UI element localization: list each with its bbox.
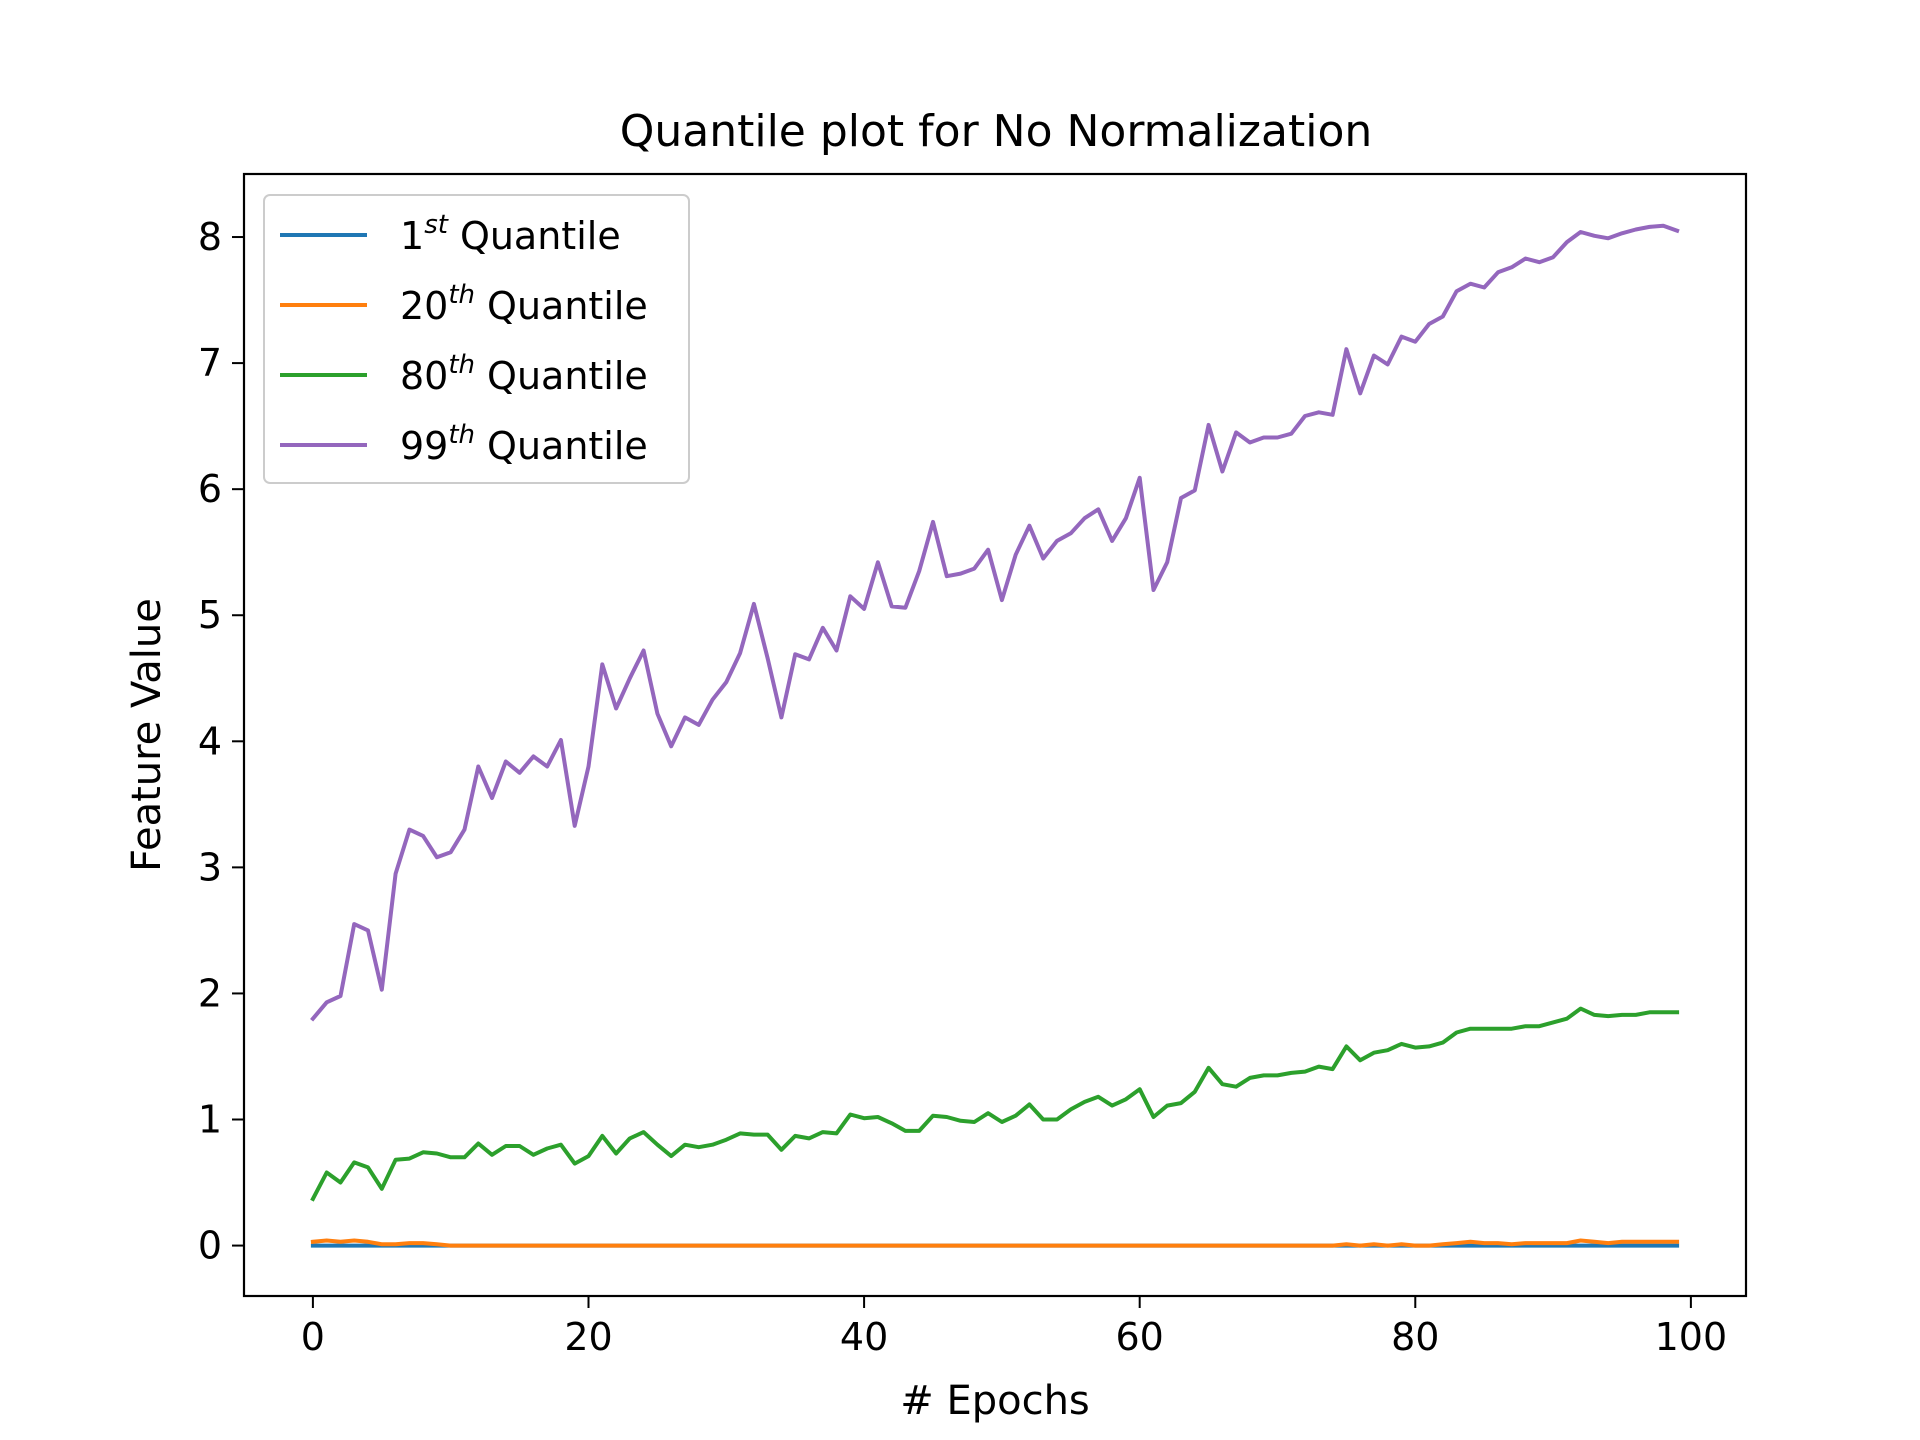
axis-layer: 0 20 40 60 80 100 0 1 2 3 4 5 6 7 8 xyxy=(198,215,1727,1359)
y-tick-label: 8 xyxy=(198,215,222,259)
series-line-3 xyxy=(310,223,1680,1022)
legend-label: 99th Quantile xyxy=(400,420,648,468)
series-line-2 xyxy=(310,1006,1680,1202)
legend-label-number: 1 xyxy=(400,214,424,258)
x-tick-label: 60 xyxy=(1116,1315,1164,1359)
y-tick-label: 3 xyxy=(198,845,222,889)
plot-frame xyxy=(242,172,1748,1298)
legend-label-suffix: th xyxy=(448,350,475,380)
legend-label: 80th Quantile xyxy=(400,350,648,398)
series-line-1 xyxy=(310,1238,1680,1248)
legend-label-text: Quantile xyxy=(487,424,648,468)
x-axis-label: # Epochs xyxy=(900,1378,1090,1424)
y-tick-label: 4 xyxy=(198,719,222,763)
series-layer xyxy=(310,223,1680,1248)
y-axis-label: Feature Value xyxy=(124,598,170,872)
legend-label-text: Quantile xyxy=(487,354,648,398)
x-tick-label: 40 xyxy=(840,1315,888,1359)
legend-label: 1st Quantile xyxy=(400,210,621,258)
legend-label-suffix: th xyxy=(448,420,475,450)
y-tick-label: 7 xyxy=(198,341,222,385)
legend-label-number: 80 xyxy=(400,354,448,398)
legend-label-suffix: th xyxy=(448,280,475,310)
y-tick-label: 6 xyxy=(198,467,222,511)
legend-label-text: Quantile xyxy=(460,214,621,258)
legend-label-text: Quantile xyxy=(487,284,648,328)
x-tick-label: 80 xyxy=(1391,1315,1439,1359)
legend-label: 20th Quantile xyxy=(400,280,648,328)
x-tick-label: 0 xyxy=(301,1315,325,1359)
y-tick-label: 0 xyxy=(198,1224,222,1268)
chart-title: Quantile plot for No Normalization xyxy=(620,106,1373,157)
x-tick-label: 100 xyxy=(1655,1315,1728,1359)
y-tick-label: 2 xyxy=(198,971,222,1015)
y-tick-label: 1 xyxy=(198,1098,222,1142)
legend-label-number: 20 xyxy=(400,284,448,328)
legend-frame xyxy=(263,194,690,484)
legend-label-number: 99 xyxy=(400,424,448,468)
x-tick-label: 20 xyxy=(564,1315,612,1359)
y-tick-label: 5 xyxy=(198,593,222,637)
legend-label-suffix: st xyxy=(424,210,449,240)
